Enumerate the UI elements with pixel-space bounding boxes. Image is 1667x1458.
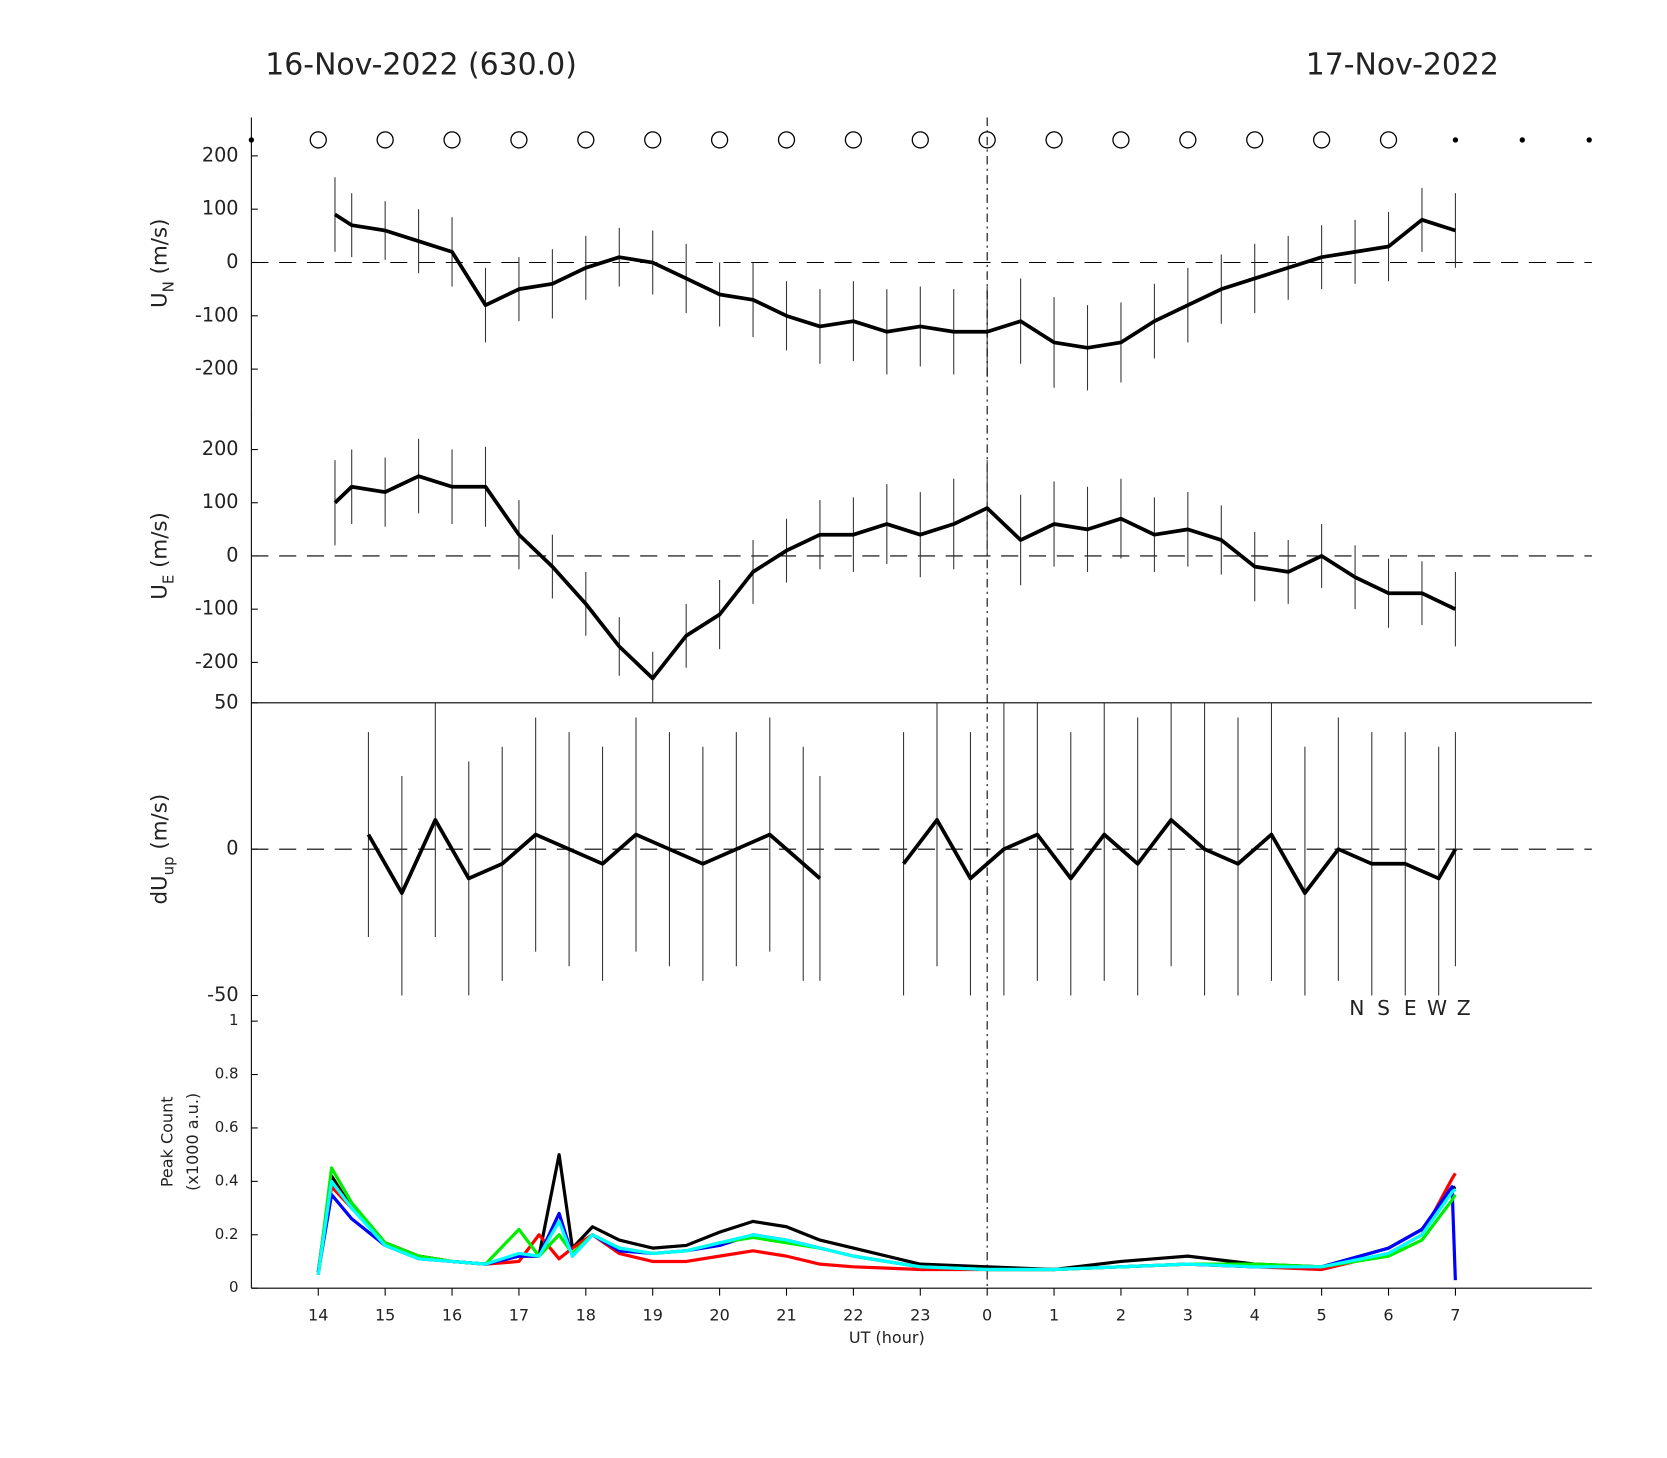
space [148,568,173,575]
series-line [316,1166,1457,1276]
status-circle [911,131,929,149]
series-line [316,1153,1457,1273]
status-dot [248,137,255,143]
legend-entry: S [1377,996,1390,1020]
x-tick-label: 6 [1383,1305,1393,1324]
y-tick-label: -100 [195,303,239,326]
label-sub: E [160,575,178,584]
x-tick-label: 15 [375,1305,395,1324]
status-circle [376,131,394,149]
y-tick-label: -200 [195,357,239,380]
label-unit: (m/s) [148,219,173,275]
label-main: U [148,292,173,308]
y-tick-label: 0.8 [215,1065,239,1083]
status-circle [1379,131,1398,149]
series-line [316,1179,1457,1276]
y-tick-label: 0 [226,250,238,273]
status-circle [1246,131,1264,149]
x-axis-label: UT (hour) [849,1328,925,1347]
plot-area [316,1153,1457,1281]
series-line [333,474,1457,681]
label-main: dU [148,875,173,904]
status-circle [844,131,863,149]
status-circle [1112,131,1130,149]
y-tick-label: 0 [226,543,238,566]
legend-entry: Z [1457,996,1471,1020]
status-circle [443,131,461,149]
status-circle [710,131,729,149]
status-circle [577,131,595,149]
status-dot [1452,137,1459,143]
status-circle [777,131,796,149]
label-unit: (m/s) [148,794,173,850]
label-unit: (m/s) [148,512,173,568]
title-right: 17-Nov-2022 [1306,48,1499,83]
y-tick-label: 100 [202,490,239,513]
status-circle [644,131,662,149]
y-tick-label: -200 [195,650,239,673]
y-tick-label: -50 [207,983,238,1006]
x-tick-label: 19 [643,1305,663,1324]
series-line [333,212,1456,350]
x-tick-label: 2 [1116,1305,1126,1324]
y-tick-label: -100 [195,597,239,620]
x-tick-label: 18 [576,1305,596,1324]
y-tick-label: 0 [229,1278,239,1296]
space [148,274,173,281]
title-left: 16-Nov-2022 (630.0) [265,48,577,83]
x-tick-label: 20 [709,1305,729,1324]
x-tick-label: 1 [1049,1305,1059,1324]
y-tick-label: 100 [202,197,239,220]
label-main: U [148,584,173,600]
status-circle [309,131,327,149]
y-tick-label: 0 [226,837,238,860]
label-sub: N [160,281,178,292]
x-tick-label: 5 [1317,1305,1327,1324]
status-circle [1179,131,1197,149]
legend-entry: E [1404,996,1417,1020]
y-tick-label: 1 [229,1011,239,1029]
plot-area [366,702,1457,996]
x-tick-label: 23 [910,1305,930,1324]
status-circle [1312,131,1331,149]
y-axis-label: dUup (m/s) [148,794,178,905]
status-dot [1519,137,1525,143]
space [148,850,173,857]
plot-area [333,438,1457,703]
x-tick-label: 0 [982,1305,992,1324]
x-tick-label: 17 [509,1305,529,1324]
y-tick-label: 0.6 [215,1118,239,1136]
x-tick-label: 22 [843,1305,863,1324]
y-tick-label: 200 [202,143,239,166]
status-circle [510,131,528,149]
status-circle [1045,131,1063,149]
y-tick-label: 50 [214,690,238,713]
y-tick-label: 0.4 [215,1171,239,1189]
x-tick-label: 21 [776,1305,796,1324]
label-sub: up [160,856,178,875]
y-tick-label: 200 [202,437,239,460]
x-tick-label: 4 [1250,1305,1260,1324]
x-tick-label: 14 [308,1305,328,1324]
y-axis-label: (x1000 a.u.) [183,1093,202,1191]
x-tick-label: 16 [442,1305,462,1324]
y-axis-label: UN (m/s) [148,219,178,308]
y-axis-label: UE (m/s) [148,512,178,600]
x-tick-label: 7 [1450,1305,1460,1324]
legend-entry: W [1427,996,1447,1020]
legend-entry: N [1349,996,1364,1020]
plot-area [333,177,1456,391]
status-dot [1586,137,1592,143]
y-axis-label: Peak Count [158,1096,177,1187]
y-tick-label: 0.2 [215,1225,239,1243]
x-tick-label: 3 [1183,1305,1193,1324]
series-line [366,818,1457,895]
